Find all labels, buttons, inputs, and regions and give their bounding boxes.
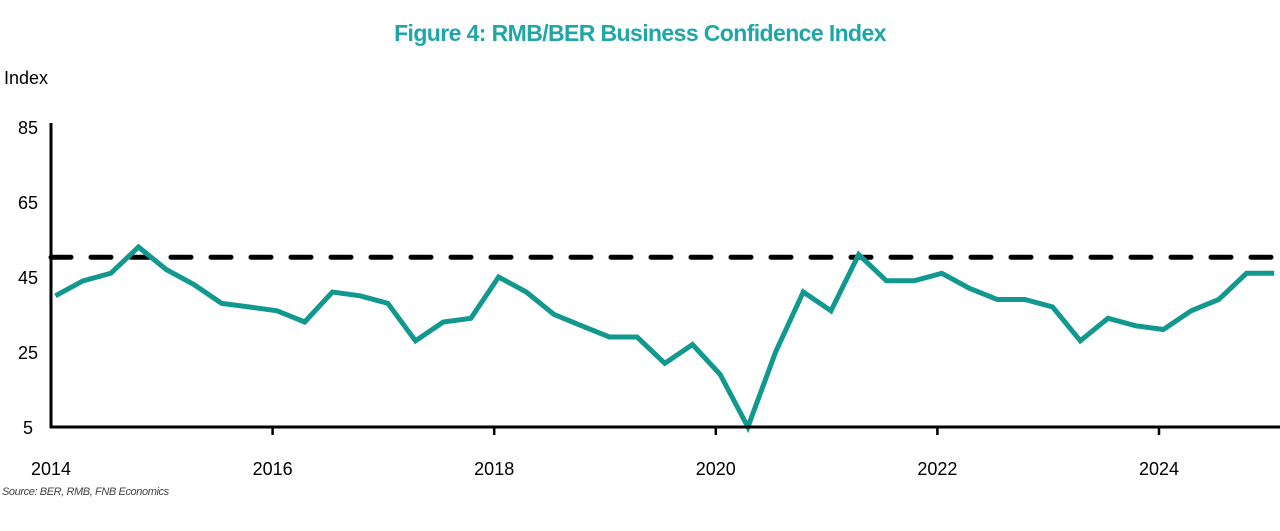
source-note: Source: BER, RMB, FNB Economics [2,486,169,498]
y-axis-ticks: 5 25 45 65 85 [18,118,38,438]
y-tick-label: 25 [18,343,38,363]
x-tick-label: 2016 [253,459,293,479]
series-line [54,243,1275,434]
series-points [55,246,1275,428]
x-tick-label: 2024 [1139,459,1179,479]
y-tick-label: 45 [18,268,38,288]
y-tick-label: 5 [23,418,33,438]
y-tick-label: 85 [18,118,38,138]
x-tick-label: 2018 [474,459,514,479]
y-axis-label: Index [4,68,48,88]
chart-title: Figure 4: RMB/BER Business Confidence In… [394,20,886,46]
x-axis-ticks: 2014 2016 2018 2020 2022 2024 [31,427,1179,479]
x-tick-label: 2014 [31,459,71,479]
x-tick-label: 2022 [917,459,957,479]
x-tick-label: 2020 [696,459,736,479]
y-tick-label: 65 [18,193,38,213]
